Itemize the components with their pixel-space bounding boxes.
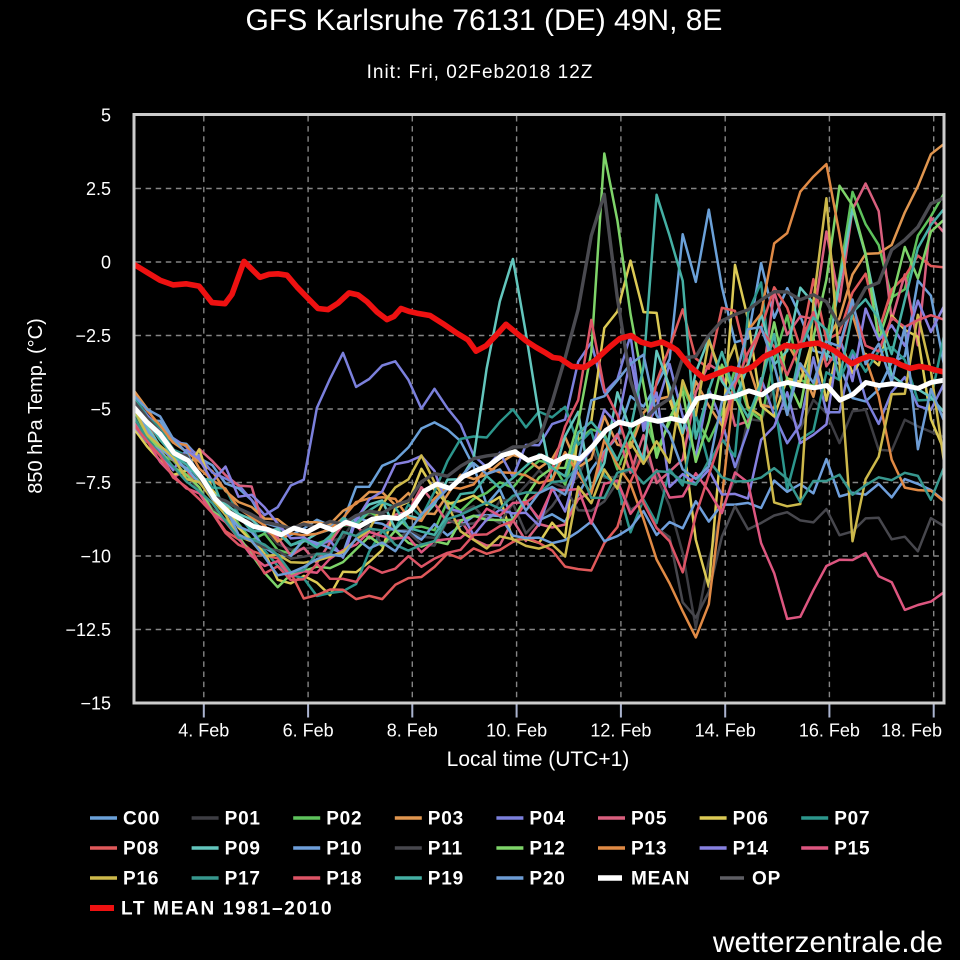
svg-text:8. Feb: 8. Feb bbox=[387, 721, 438, 741]
svg-text:LT MEAN 1981–2010: LT MEAN 1981–2010 bbox=[121, 899, 333, 920]
svg-text:MEAN: MEAN bbox=[631, 869, 690, 890]
svg-text:Local time (UTC+1): Local time (UTC+1) bbox=[447, 748, 630, 771]
svg-text:16. Feb: 16. Feb bbox=[799, 721, 860, 741]
svg-text:C00: C00 bbox=[123, 809, 160, 830]
svg-text:P16: P16 bbox=[123, 869, 159, 890]
svg-text:−15: −15 bbox=[80, 693, 111, 713]
svg-text:P08: P08 bbox=[123, 839, 159, 860]
svg-text:18. Feb: 18. Feb bbox=[881, 721, 942, 741]
svg-text:P12: P12 bbox=[529, 839, 565, 860]
svg-text:14. Feb: 14. Feb bbox=[695, 721, 756, 741]
svg-text:−7.5: −7.5 bbox=[75, 473, 111, 493]
svg-text:−2.5: −2.5 bbox=[75, 326, 111, 346]
svg-text:P13: P13 bbox=[631, 839, 667, 860]
svg-text:GFS Karlsruhe 76131 (DE) 49N,: GFS Karlsruhe 76131 (DE) 49N, 8E bbox=[246, 4, 723, 37]
svg-text:P07: P07 bbox=[834, 809, 870, 830]
svg-text:P17: P17 bbox=[225, 869, 261, 890]
svg-text:10. Feb: 10. Feb bbox=[486, 721, 547, 741]
svg-text:P15: P15 bbox=[834, 839, 870, 860]
svg-text:P02: P02 bbox=[326, 809, 362, 830]
svg-text:12. Feb: 12. Feb bbox=[590, 721, 651, 741]
svg-text:−10: −10 bbox=[80, 546, 111, 566]
svg-text:P03: P03 bbox=[428, 809, 464, 830]
svg-text:−12.5: −12.5 bbox=[65, 620, 111, 640]
svg-text:2.5: 2.5 bbox=[86, 179, 111, 199]
svg-text:P18: P18 bbox=[326, 869, 362, 890]
svg-text:6. Feb: 6. Feb bbox=[283, 721, 334, 741]
svg-text:0: 0 bbox=[101, 252, 111, 272]
svg-text:850 hPa Temp. (°C): 850 hPa Temp. (°C) bbox=[25, 318, 47, 494]
svg-text:P05: P05 bbox=[631, 809, 667, 830]
svg-text:Init: Fri, 02Feb2018 12Z: Init: Fri, 02Feb2018 12Z bbox=[367, 62, 594, 83]
svg-text:4. Feb: 4. Feb bbox=[178, 721, 229, 741]
svg-text:P14: P14 bbox=[733, 839, 769, 860]
svg-text:P01: P01 bbox=[225, 809, 261, 830]
svg-text:P11: P11 bbox=[428, 839, 463, 860]
svg-text:P09: P09 bbox=[225, 839, 261, 860]
svg-text:wetterzentrale.de: wetterzentrale.de bbox=[712, 926, 943, 959]
svg-text:P10: P10 bbox=[326, 839, 362, 860]
svg-text:P04: P04 bbox=[529, 809, 565, 830]
svg-text:OP: OP bbox=[752, 869, 781, 890]
svg-text:P19: P19 bbox=[428, 869, 464, 890]
svg-text:−5: −5 bbox=[90, 399, 111, 419]
svg-text:5: 5 bbox=[101, 105, 111, 125]
svg-text:P20: P20 bbox=[529, 869, 565, 890]
svg-text:P06: P06 bbox=[733, 809, 769, 830]
